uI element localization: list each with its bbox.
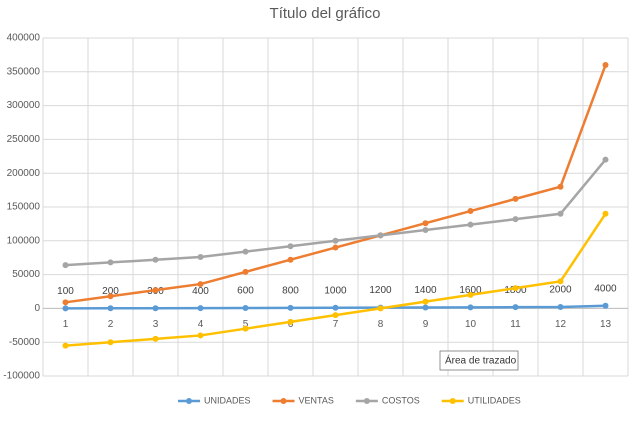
x-tick-label: 10 <box>465 319 477 330</box>
legend-label: UTILIDADES <box>468 395 521 405</box>
point <box>107 339 114 346</box>
point <box>332 304 339 311</box>
point <box>62 305 69 312</box>
point <box>62 262 69 269</box>
point <box>512 195 519 202</box>
point <box>557 278 564 285</box>
point <box>107 305 114 312</box>
point <box>557 304 564 311</box>
point <box>152 287 159 294</box>
point <box>62 299 69 306</box>
series-line <box>65 64 607 304</box>
data-label: 1200 <box>369 285 392 296</box>
data-label: 200 <box>102 286 119 297</box>
tooltip-box <box>439 350 519 371</box>
point <box>242 304 249 311</box>
point <box>332 312 339 319</box>
x-tick-label: 4 <box>198 319 204 330</box>
point <box>602 210 609 217</box>
point <box>557 210 564 217</box>
point <box>197 332 204 339</box>
point <box>152 256 159 263</box>
y-tick-label: 0 <box>34 303 40 314</box>
point <box>467 304 474 311</box>
data-label: 800 <box>282 285 299 296</box>
x-tick-label: 3 <box>153 319 159 330</box>
y-tick-label: 250000 <box>7 134 41 145</box>
point <box>332 244 339 251</box>
x-tick-label: 8 <box>378 319 384 330</box>
point <box>242 248 249 255</box>
point <box>557 183 564 190</box>
y-tick-label: -50000 <box>9 337 41 348</box>
data-label: 100 <box>57 286 74 297</box>
point <box>287 318 294 325</box>
point <box>422 226 429 233</box>
point <box>197 281 204 288</box>
point <box>107 293 114 300</box>
x-tick-label: 1 <box>63 319 69 330</box>
point <box>512 216 519 223</box>
y-tick-label: 200000 <box>7 168 41 179</box>
point <box>602 302 609 309</box>
legend-label: VENTAS <box>299 395 334 405</box>
data-label: 2000 <box>549 285 572 296</box>
point <box>152 305 159 312</box>
y-tick-label: -100000 <box>3 371 40 382</box>
point <box>422 220 429 227</box>
point <box>332 237 339 244</box>
data-label: 400 <box>192 286 209 297</box>
point <box>377 305 384 312</box>
point <box>467 221 474 228</box>
data-label: 1000 <box>324 285 347 296</box>
x-tick-label: 5 <box>243 319 249 330</box>
x-tick-label: 2 <box>108 319 114 330</box>
x-tick-label: 9 <box>423 319 429 330</box>
data-label: 4000 <box>594 283 617 294</box>
y-tick-label: 350000 <box>7 66 41 77</box>
legend-marker <box>363 398 370 404</box>
point <box>602 62 609 69</box>
point <box>512 285 519 292</box>
data-label: 600 <box>237 286 254 297</box>
point <box>287 304 294 311</box>
x-tick-label: 12 <box>555 319 567 330</box>
point <box>467 291 474 298</box>
tooltip: Área de trazado <box>445 354 517 367</box>
point <box>62 342 69 349</box>
x-tick-label: 13 <box>600 319 612 330</box>
point <box>197 254 204 261</box>
y-tick-label: 50000 <box>12 269 40 280</box>
point <box>242 268 249 275</box>
legend-marker <box>280 398 287 404</box>
data-label: 1600 <box>459 285 482 296</box>
point <box>152 335 159 342</box>
legend-marker <box>449 398 456 404</box>
point <box>197 305 204 312</box>
chart-title: Título del gráfico <box>270 5 381 22</box>
point <box>422 298 429 305</box>
data-label: 1400 <box>414 285 437 296</box>
y-tick-label: 100000 <box>7 235 41 246</box>
point <box>287 256 294 263</box>
point <box>422 304 429 311</box>
point <box>107 259 114 266</box>
y-tick-label: 150000 <box>7 202 41 213</box>
point <box>512 304 519 311</box>
x-tick-label: 7 <box>333 319 339 330</box>
y-tick-label: 300000 <box>7 100 41 111</box>
y-tick-label: 400000 <box>7 33 41 44</box>
point <box>242 325 249 332</box>
point <box>377 232 384 239</box>
legend-label: COSTOS <box>382 395 420 405</box>
point <box>467 208 474 215</box>
point <box>602 156 609 163</box>
legend-label: UNIDADES <box>204 395 251 405</box>
point <box>287 243 294 250</box>
legend-marker <box>186 398 192 404</box>
x-tick-label: 11 <box>510 319 521 330</box>
